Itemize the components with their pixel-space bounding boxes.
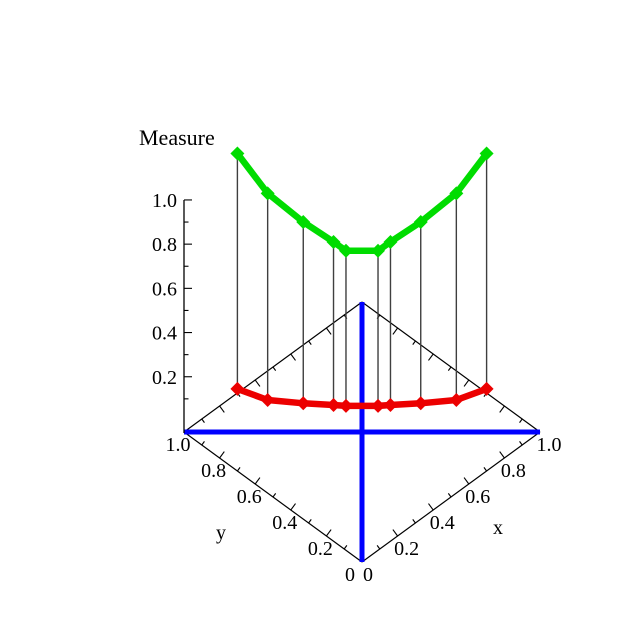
base-tick	[201, 418, 205, 423]
lower-measure-curve-diamond-marker	[413, 396, 428, 411]
x-tick-label: 0	[363, 564, 373, 586]
lower-measure-curve-diamond-marker	[260, 392, 275, 407]
upper-measure-curve-diamond-marker	[296, 215, 311, 230]
axis-letters: xy	[216, 517, 503, 544]
base-tick	[392, 529, 399, 537]
measure-tick-label: 1.0	[152, 190, 177, 212]
base-tick	[428, 503, 434, 511]
base-tick	[428, 353, 434, 361]
base-tick	[463, 379, 470, 387]
upper-measure-curve	[230, 146, 494, 258]
base-tick	[499, 405, 505, 413]
lower-measure-curve-diamond-marker	[371, 398, 386, 413]
upper-measure-curve-diamond-marker	[413, 215, 428, 230]
lower-measure-curve	[230, 381, 494, 413]
x-tick-label: 0.4	[430, 512, 455, 534]
y-tick-label: 0	[345, 564, 355, 586]
lower-measure-curve-diamond-marker	[230, 381, 245, 396]
base-tick	[519, 418, 523, 423]
base-tick	[219, 451, 225, 459]
measure-axis-title: Measure	[139, 125, 215, 150]
base-tick	[308, 340, 312, 345]
x-tick-label: 0.8	[501, 460, 526, 482]
measure-tick-label: 0.2	[152, 367, 177, 389]
upper-measure-curve-diamond-marker	[338, 243, 353, 258]
y-axis-letter: y	[216, 522, 226, 544]
lower-measure-curve-line	[234, 385, 490, 410]
upper-measure-curve-diamond-marker	[479, 146, 494, 161]
base-diagonal-lines	[184, 302, 540, 562]
measure-tick-label: 0.4	[152, 323, 177, 345]
upper-measure-curve-diamond-marker	[383, 234, 398, 249]
base-tick	[483, 467, 488, 472]
lower-measure-curve-diamond-marker	[383, 398, 398, 413]
base-tick	[325, 327, 332, 335]
measure-axis	[183, 199, 192, 433]
base-tick	[447, 366, 452, 371]
lower-measure-curve-diamond-marker	[296, 396, 311, 411]
base-tick	[272, 366, 277, 371]
measure-tick-labels: 0.2 0.4 0.6 0.8 1.0	[152, 190, 177, 389]
base-tick	[412, 340, 416, 345]
base-tick	[219, 405, 225, 413]
upper-measure-curve-line	[234, 150, 490, 255]
base-tick	[254, 379, 261, 387]
base-tick	[201, 441, 205, 446]
base-tick	[254, 477, 261, 485]
upper-measure-curve-diamond-marker	[449, 186, 464, 201]
base-tick	[463, 477, 470, 485]
base-tick	[519, 441, 523, 446]
x-tick-label: 0.6	[465, 486, 490, 508]
base-tick	[343, 545, 348, 550]
lower-measure-curve-diamond-marker	[338, 398, 353, 413]
upper-measure-curve-diamond-marker	[371, 243, 386, 258]
base-tick-labels: 0 0.2 0.4 0.6 0.8 1.0 0 0.2 0.4 0.6 0.8 1.0	[166, 434, 562, 586]
base-tick	[272, 493, 277, 498]
base-tick	[325, 529, 332, 537]
x-tick-label: 0.2	[394, 538, 419, 560]
base-tick	[412, 519, 416, 524]
x-axis-letter: x	[493, 517, 503, 539]
lower-measure-curve-diamond-marker	[449, 392, 464, 407]
base-tick	[499, 451, 505, 459]
base-tick	[236, 467, 241, 472]
lower-measure-curve-diamond-marker	[479, 381, 494, 396]
upper-measure-curve-diamond-marker	[230, 146, 245, 161]
y-tick-label: 0.4	[272, 512, 297, 534]
base-tick	[290, 503, 296, 511]
upper-measure-curve-diamond-marker	[260, 186, 275, 201]
upper-measure-curve-diamond-marker	[326, 234, 341, 249]
y-tick-label: 1.0	[166, 434, 191, 456]
base-tick	[392, 327, 399, 335]
base-tick	[376, 545, 381, 550]
y-tick-label: 0.2	[308, 538, 333, 560]
x-tick-label: 1.0	[537, 434, 562, 456]
base-tick	[308, 519, 312, 524]
drop-lines	[236, 153, 488, 406]
measure-tick-label: 0.6	[152, 278, 177, 300]
base-edge-ticks	[201, 314, 523, 550]
y-tick-label: 0.6	[237, 486, 262, 508]
lower-measure-curve-diamond-marker	[326, 398, 341, 413]
y-tick-label: 0.8	[201, 460, 226, 482]
base-tick	[447, 493, 452, 498]
base-tick	[290, 353, 296, 361]
measure-tick-label: 0.8	[152, 234, 177, 256]
